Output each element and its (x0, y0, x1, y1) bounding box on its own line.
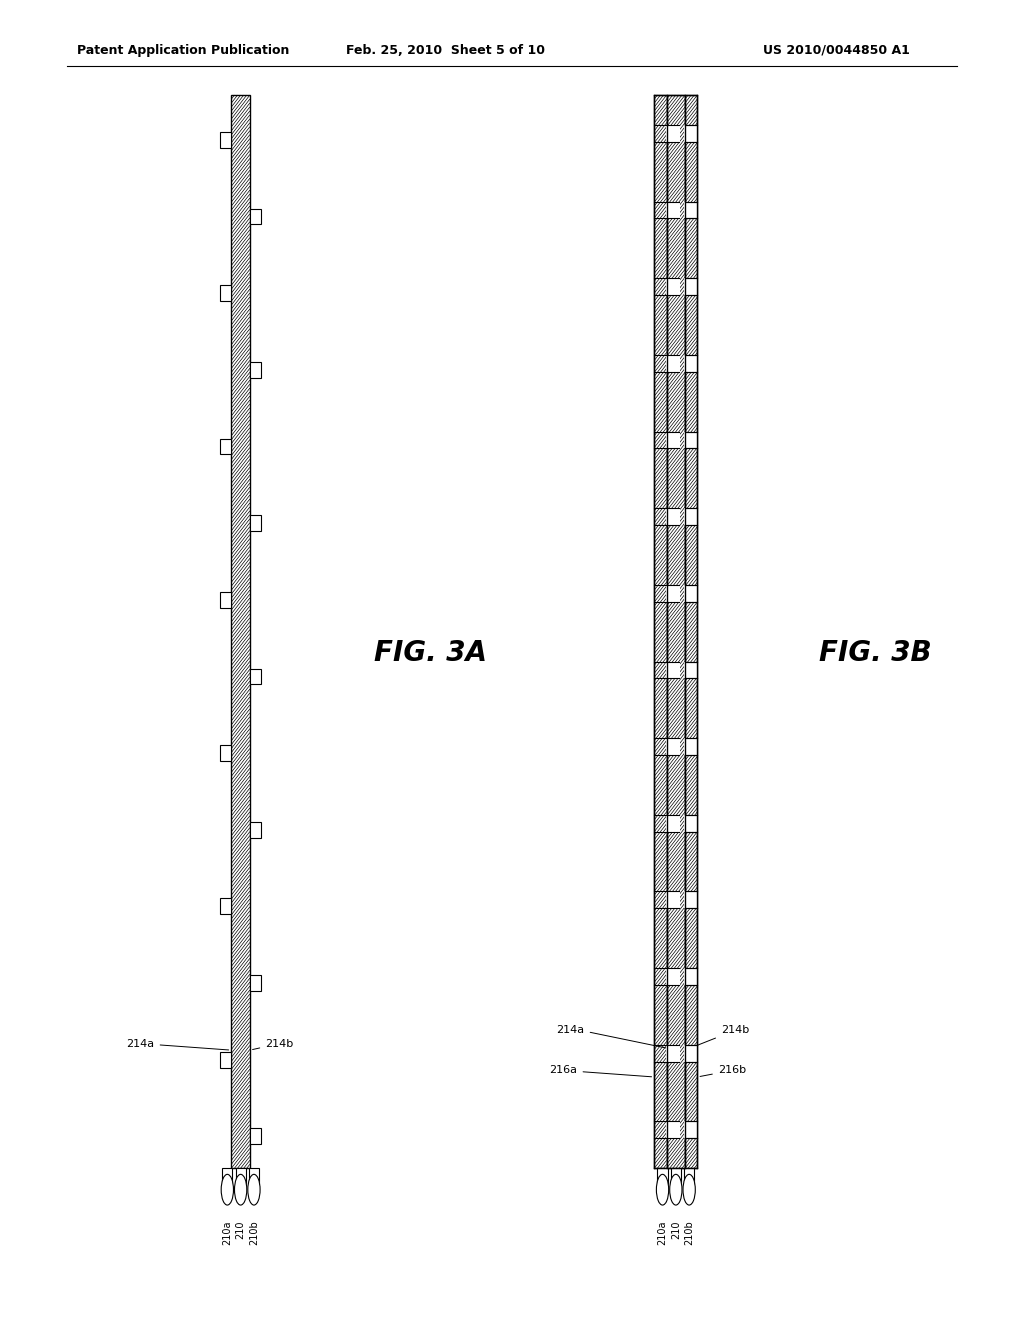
Text: FIG. 3A: FIG. 3A (374, 639, 486, 668)
Text: 214b: 214b (253, 1039, 294, 1049)
Text: 210b: 210b (684, 1221, 694, 1245)
Bar (666, 432, 680, 449)
Bar (250, 975, 261, 991)
Bar (249, 1168, 259, 1184)
Text: 216b: 216b (700, 1065, 745, 1076)
Bar (220, 746, 231, 760)
Text: US 2010/0044850 A1: US 2010/0044850 A1 (763, 44, 909, 57)
Bar (231, 95, 250, 1168)
Bar (684, 125, 698, 141)
Bar (666, 891, 680, 908)
Bar (684, 738, 698, 755)
Bar (684, 355, 698, 372)
Bar (684, 1168, 694, 1184)
Bar (667, 95, 685, 1168)
Bar (684, 1122, 698, 1138)
Bar (684, 1045, 698, 1061)
Text: 210: 210 (671, 1221, 681, 1239)
Bar (220, 285, 231, 301)
Text: FIG. 3B: FIG. 3B (819, 639, 932, 668)
Bar (666, 355, 680, 372)
Bar (684, 508, 698, 525)
Bar (666, 1045, 680, 1061)
Bar (666, 1122, 680, 1138)
Ellipse shape (656, 1175, 669, 1205)
Bar (220, 899, 231, 915)
Bar (657, 1168, 668, 1184)
Text: 210a: 210a (222, 1221, 232, 1245)
Ellipse shape (234, 1175, 247, 1205)
Text: 210a: 210a (657, 1221, 668, 1245)
Ellipse shape (221, 1175, 233, 1205)
Text: Patent Application Publication: Patent Application Publication (77, 44, 289, 57)
Ellipse shape (683, 1175, 695, 1205)
Bar (684, 891, 698, 908)
Text: 210: 210 (236, 1221, 246, 1239)
Text: 216a: 216a (550, 1065, 651, 1077)
Bar (250, 362, 261, 378)
Bar (250, 209, 261, 224)
Bar (666, 814, 680, 832)
Bar (684, 202, 698, 218)
Bar (671, 1168, 681, 1184)
Bar (684, 279, 698, 296)
Bar (250, 515, 261, 531)
Bar (684, 432, 698, 449)
Bar (654, 95, 667, 1168)
Bar (685, 95, 697, 1168)
Text: 214b: 214b (688, 1026, 750, 1049)
Bar (666, 202, 680, 218)
Bar (666, 585, 680, 602)
Bar (220, 591, 231, 607)
Bar (250, 822, 261, 838)
Bar (666, 661, 680, 678)
Bar (666, 125, 680, 141)
Bar (220, 438, 231, 454)
Bar (666, 968, 680, 985)
Bar (666, 279, 680, 296)
Bar (220, 1052, 231, 1068)
Bar (684, 585, 698, 602)
Bar (220, 132, 231, 148)
Text: 214a: 214a (127, 1039, 228, 1049)
Bar (684, 814, 698, 832)
Ellipse shape (248, 1175, 260, 1205)
Bar (666, 508, 680, 525)
Bar (684, 968, 698, 985)
Bar (250, 668, 261, 684)
Text: 210b: 210b (249, 1221, 259, 1245)
Bar (666, 738, 680, 755)
Bar (684, 661, 698, 678)
Bar (236, 1168, 246, 1184)
Text: 214a: 214a (557, 1026, 677, 1051)
Bar (250, 1129, 261, 1144)
Text: Feb. 25, 2010  Sheet 5 of 10: Feb. 25, 2010 Sheet 5 of 10 (346, 44, 545, 57)
Ellipse shape (670, 1175, 682, 1205)
Bar (222, 1168, 232, 1184)
